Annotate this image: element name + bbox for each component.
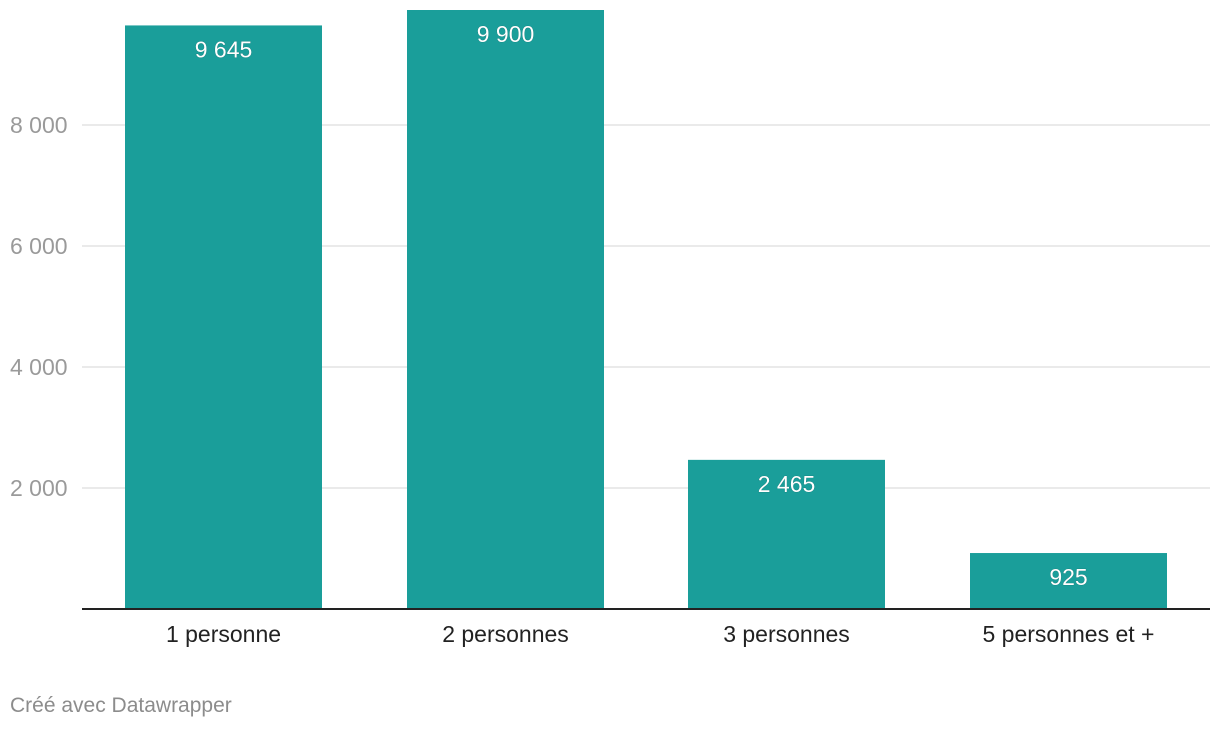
value-label: 9 900 — [477, 21, 535, 47]
value-label: 925 — [1049, 564, 1087, 590]
category-label: 1 personne — [166, 621, 281, 647]
y-tick-label: 2 000 — [10, 475, 68, 501]
bar-chart: 2 000 4 000 6 000 8 000 9 645 1 personne 9 900… — [10, 10, 1210, 647]
bar — [970, 553, 1167, 609]
y-tick-label: 6 000 — [10, 233, 68, 259]
bars — [125, 10, 1167, 610]
bar — [407, 10, 604, 609]
labels: 2 000 4 000 6 000 8 000 9 645 1 personne 9 900… — [10, 21, 1210, 647]
category-label: 5 personnes et + — [983, 621, 1155, 647]
y-tick-label: 4 000 — [10, 354, 68, 380]
value-label: 2 465 — [758, 471, 816, 497]
category-label: 3 personnes — [723, 621, 850, 647]
category-label: 2 personnes — [442, 621, 569, 647]
y-tick-label: 8 000 — [10, 112, 68, 138]
bar — [125, 25, 322, 610]
credit-text: Créé avec Datawrapper — [10, 694, 232, 717]
value-label: 9 645 — [195, 36, 253, 62]
bar — [688, 459, 885, 609]
